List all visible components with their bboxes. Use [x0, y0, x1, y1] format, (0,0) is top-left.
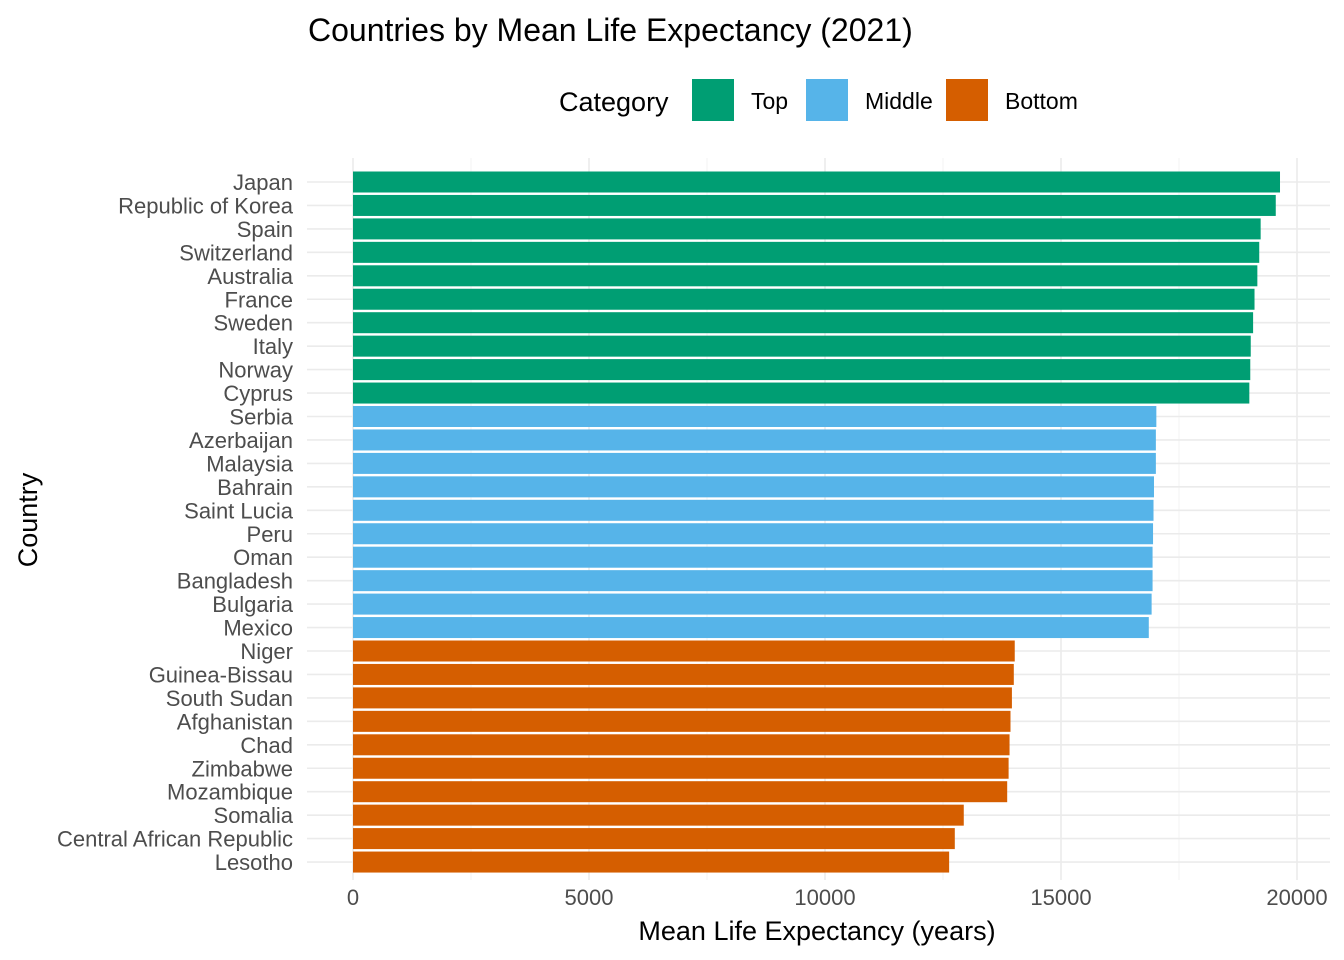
y-tick-label: Mexico [223, 616, 293, 641]
bar-saint-lucia [353, 499, 1154, 521]
y-tick-label: Bulgaria [212, 592, 293, 617]
y-tick-label: Australia [207, 264, 293, 289]
bar-oman [353, 546, 1153, 568]
y-tick-label: Switzerland [179, 240, 293, 265]
bar-bangladesh [353, 570, 1153, 592]
y-tick-label: Guinea-Bissau [149, 662, 293, 687]
bar-bahrain [353, 476, 1154, 498]
y-tick-label: Japan [233, 170, 293, 195]
legend-title: Category [559, 87, 669, 117]
y-tick-label: Bangladesh [177, 569, 293, 594]
bars [353, 171, 1281, 873]
y-tick-label: Lesotho [215, 850, 293, 875]
legend: Category Top Middle Bottom [559, 79, 1078, 121]
y-tick-label: Sweden [213, 311, 293, 336]
x-axis-tick-labels: 0 5000 10000 15000 20000 [347, 885, 1328, 910]
y-tick-label: Malaysia [206, 451, 294, 476]
chart-title: Countries by Mean Life Expectancy (2021) [308, 12, 913, 48]
x-tick-label: 10000 [794, 885, 855, 910]
y-axis-title: Country [13, 472, 43, 567]
bar-zimbabwe [353, 757, 1009, 779]
bar-afghanistan [353, 710, 1011, 732]
x-tick-label: 20000 [1266, 885, 1327, 910]
bar-italy [353, 335, 1251, 357]
x-tick-label: 15000 [1030, 885, 1091, 910]
y-tick-label: France [225, 287, 293, 312]
bar-azerbaijan [353, 429, 1156, 451]
y-tick-label: Peru [247, 522, 293, 547]
bar-somalia [353, 804, 964, 826]
bar-serbia [353, 406, 1157, 427]
y-tick-label: Afghanistan [177, 709, 293, 734]
bar-mozambique [353, 781, 1008, 803]
x-tick-label: 5000 [565, 885, 614, 910]
legend-key-middle [806, 79, 848, 121]
y-tick-label: Azerbaijan [189, 428, 293, 453]
bar-france [353, 288, 1255, 310]
bar-mexico [353, 617, 1149, 639]
bar-peru [353, 523, 1154, 545]
bar-chad [353, 734, 1010, 756]
y-tick-label: Central African Republic [57, 827, 293, 852]
bar-guinea-bissau [353, 663, 1014, 685]
y-tick-label: Italy [253, 334, 293, 359]
y-tick-label: Bahrain [217, 475, 293, 500]
bar-sweden [353, 312, 1254, 334]
y-tick-label: Norway [218, 358, 293, 383]
y-tick-label: Cyprus [223, 381, 293, 406]
bar-cyprus [353, 382, 1250, 404]
bar-central-african-republic [353, 828, 955, 850]
legend-key-bottom [946, 79, 988, 121]
y-tick-label: Mozambique [167, 780, 293, 805]
bar-republic-of-korea [353, 194, 1276, 216]
y-tick-label: Niger [240, 639, 293, 664]
bar-switzerland [353, 241, 1260, 263]
y-tick-label: South Sudan [166, 686, 293, 711]
y-tick-label: Republic of Korea [118, 193, 294, 218]
bar-bulgaria [353, 593, 1152, 615]
y-tick-label: Somalia [214, 803, 294, 828]
legend-label-middle: Middle [865, 88, 933, 114]
bar-niger [353, 640, 1015, 662]
x-axis-title: Mean Life Expectancy (years) [638, 916, 995, 946]
bar-australia [353, 265, 1258, 287]
y-tick-label: Serbia [229, 405, 293, 430]
bar-south-sudan [353, 687, 1012, 709]
bar-japan [353, 171, 1281, 193]
y-tick-label: Oman [233, 545, 293, 570]
bar-norway [353, 359, 1251, 381]
legend-label-bottom: Bottom [1005, 88, 1078, 114]
y-tick-label: Chad [240, 733, 293, 758]
legend-label-top: Top [751, 88, 788, 114]
bar-malaysia [353, 452, 1156, 474]
y-tick-label: Saint Lucia [184, 498, 294, 523]
bar-spain [353, 218, 1261, 240]
y-tick-label: Spain [237, 217, 293, 242]
legend-key-top [692, 79, 734, 121]
bar-lesotho [353, 851, 950, 873]
x-tick-label: 0 [347, 885, 359, 910]
y-tick-label: Zimbabwe [192, 756, 293, 781]
